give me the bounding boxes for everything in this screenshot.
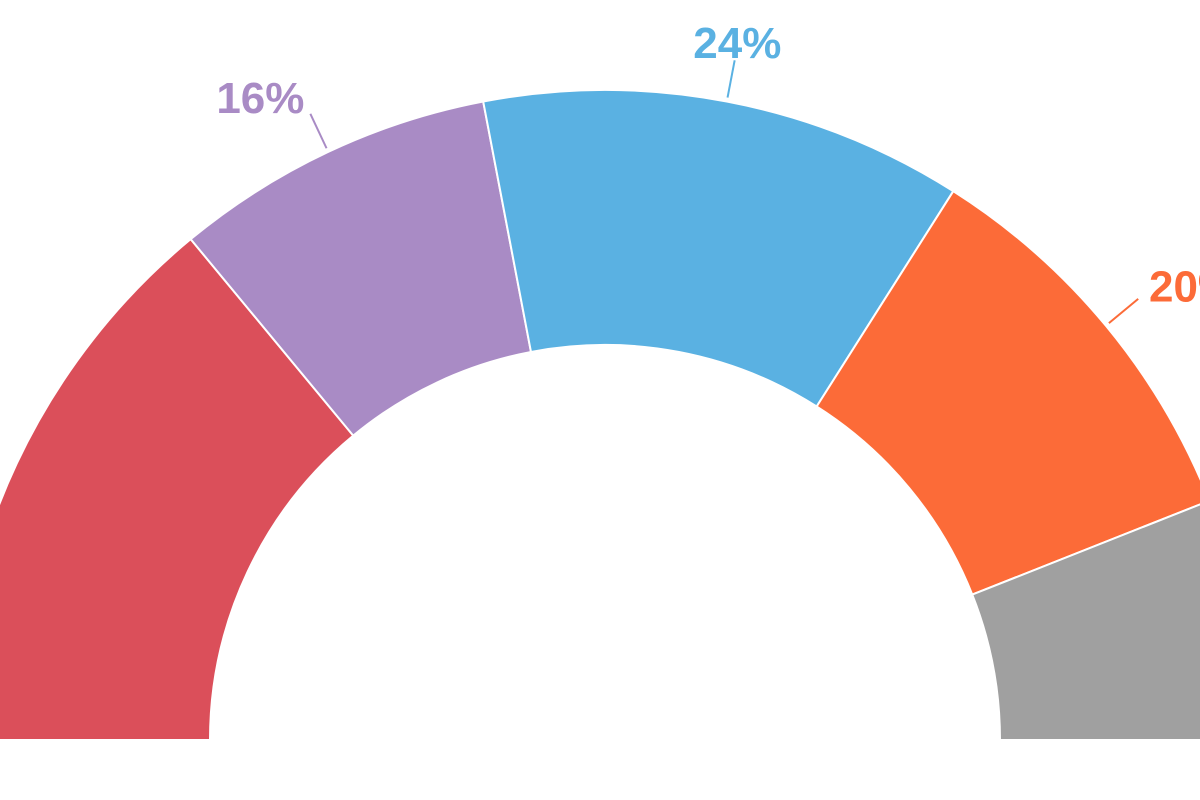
slice-0 bbox=[0, 237, 355, 741]
slice-3 bbox=[815, 189, 1200, 596]
data-label-1: 16% bbox=[216, 74, 304, 123]
leader-line-1 bbox=[309, 113, 328, 149]
chart-data-labels: 16% 24% 20% bbox=[216, 19, 1200, 311]
data-label-2: 24% bbox=[693, 19, 781, 68]
leader-line-2 bbox=[726, 60, 736, 98]
chart-slices bbox=[0, 88, 1200, 741]
slice-4 bbox=[970, 503, 1200, 741]
chart-label-leaders bbox=[309, 60, 1139, 324]
data-label-3: 20% bbox=[1149, 263, 1200, 312]
leader-line-3 bbox=[1108, 298, 1139, 324]
slice-2 bbox=[482, 88, 955, 408]
